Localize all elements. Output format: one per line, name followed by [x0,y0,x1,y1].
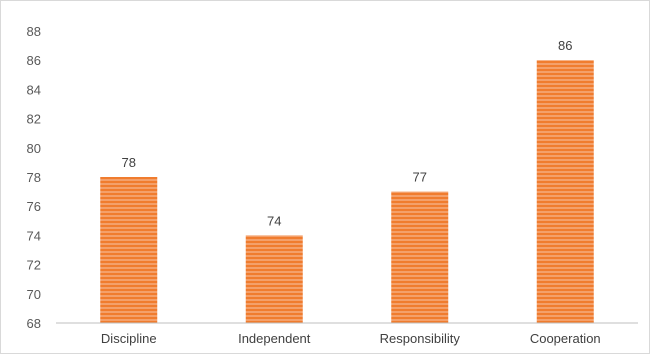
y-tick-label: 68 [27,316,41,331]
bars: 78 74 77 86 [100,38,594,323]
x-axis: Discipline Independent Responsibility Coope… [56,322,638,346]
y-tick-label: 84 [27,82,41,97]
x-tick-label-cooperation: Cooperation [530,331,601,346]
y-axis: 68 70 72 74 76 78 80 82 84 86 88 [27,24,41,331]
y-tick-label: 86 [27,53,41,68]
x-tick-label-discipline: Discipline [101,331,157,346]
y-tick-label: 80 [27,141,41,156]
y-tick-label: 70 [27,287,41,302]
y-tick-label: 72 [27,258,41,273]
data-label-discipline: 78 [122,155,136,170]
data-label-cooperation: 86 [558,38,572,53]
bar-independent [245,235,303,323]
bar-responsibility [391,191,449,323]
data-label-responsibility: 77 [413,170,427,185]
y-tick-label: 82 [27,112,41,127]
bar-discipline [100,177,158,323]
y-tick-label: 76 [27,199,41,214]
data-label-independent: 74 [267,213,281,228]
y-tick-label: 78 [27,170,41,185]
y-tick-label: 74 [27,228,41,243]
y-tick-label: 88 [27,24,41,39]
x-tick-label-responsibility: Responsibility [380,331,461,346]
bar-cooperation [536,60,594,323]
x-tick-label-independent: Independent [238,331,311,346]
